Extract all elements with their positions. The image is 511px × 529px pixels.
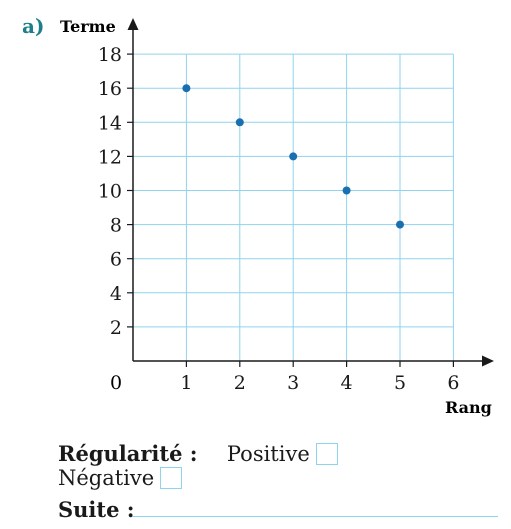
y-axis-arrow [127, 18, 139, 30]
data-point [396, 220, 404, 229]
x-tick-label: 4 [341, 372, 353, 394]
regularity-row: Régularité : Positive Négative [58, 441, 511, 490]
x-axis-arrow [482, 355, 494, 367]
x-tick-label: 2 [234, 372, 246, 394]
suite-row: Suite : [58, 497, 135, 522]
y-tick-label: 16 [98, 78, 122, 100]
y-tick-label: 14 [98, 112, 122, 134]
part-label: a) [22, 14, 45, 38]
y-tick-label: 4 [110, 283, 122, 305]
positive-label: Positive [226, 442, 310, 466]
suite-answer-line[interactable] [132, 516, 498, 517]
y-tick-label: 10 [98, 181, 122, 203]
positive-checkbox[interactable] [315, 443, 338, 465]
x-tick-label: 1 [180, 372, 192, 394]
data-point [182, 84, 191, 93]
data-point [235, 118, 244, 127]
x-tick-label: 5 [394, 372, 406, 394]
regularity-label: Régularité : [58, 441, 198, 466]
axes [127, 18, 494, 367]
y-axis-label: Terme [60, 17, 116, 36]
grid [133, 53, 454, 361]
negative-option[interactable]: Négative [58, 466, 183, 490]
suite-label: Suite : [58, 497, 135, 522]
negative-label: Négative [58, 466, 155, 490]
y-tick-label: 12 [98, 146, 122, 168]
y-tick-label: 8 [110, 215, 122, 237]
y-tick-label: 6 [110, 249, 122, 271]
x-tick-label: 6 [447, 372, 459, 394]
origin-label: 0 [110, 372, 122, 394]
negative-checkbox[interactable] [160, 467, 183, 489]
y-tick-label: 18 [98, 44, 122, 66]
data-point [342, 186, 351, 195]
x-axis-label: Rang [445, 398, 492, 417]
positive-option[interactable]: Positive [227, 442, 338, 466]
data-points [182, 84, 404, 229]
data-point [289, 152, 298, 161]
y-tick-label: 2 [110, 317, 122, 339]
x-tick-label: 3 [287, 372, 299, 394]
